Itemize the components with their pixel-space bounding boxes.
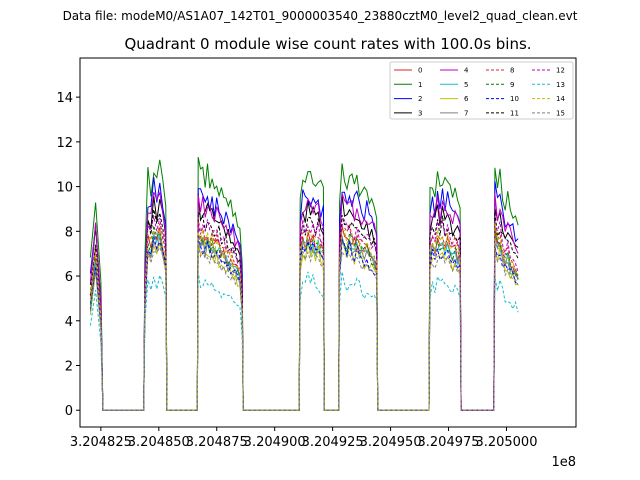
legend-label-9: 9 bbox=[510, 81, 514, 89]
y-tick-label: 8 bbox=[65, 225, 73, 240]
series-line-2 bbox=[89, 177, 519, 411]
legend-label-11: 11 bbox=[510, 109, 519, 117]
x-tick-label: 3.204850 bbox=[128, 435, 190, 450]
y-tick-label: 0 bbox=[65, 404, 73, 419]
legend-label-3: 3 bbox=[418, 109, 422, 117]
axes-layer: 024681012143.2048253.2048503.2048753.204… bbox=[56, 91, 537, 450]
legend-label-15: 15 bbox=[556, 109, 565, 117]
legend-label-1: 1 bbox=[418, 81, 422, 89]
x-tick-label: 3.204900 bbox=[244, 435, 306, 450]
x-offset-label: 1e8 bbox=[551, 455, 576, 470]
plot-area-frame bbox=[79, 57, 577, 428]
y-tick-label: 14 bbox=[56, 91, 73, 106]
legend-label-14: 14 bbox=[556, 95, 565, 103]
legend-label-2: 2 bbox=[418, 95, 422, 103]
series-line-12 bbox=[89, 216, 519, 411]
series-line-10 bbox=[89, 235, 519, 411]
y-tick-label: 6 bbox=[65, 270, 73, 285]
legend-label-8: 8 bbox=[510, 67, 514, 75]
legend-label-0: 0 bbox=[418, 67, 422, 75]
x-tick-label: 3.204825 bbox=[70, 435, 132, 450]
series-line-8 bbox=[89, 218, 519, 411]
x-tick-label: 3.204950 bbox=[360, 435, 422, 450]
legend-label-13: 13 bbox=[556, 81, 565, 89]
legend-box bbox=[389, 61, 574, 120]
y-tick-label: 2 bbox=[65, 360, 73, 375]
y-tick-label: 12 bbox=[56, 136, 73, 151]
legend-label-10: 10 bbox=[510, 95, 519, 103]
x-tick-label: 3.205000 bbox=[475, 435, 537, 450]
legend-label-6: 6 bbox=[464, 95, 469, 103]
series-layer bbox=[89, 157, 519, 411]
series-line-13 bbox=[89, 271, 519, 411]
series-line-4 bbox=[89, 190, 519, 411]
file-suptitle: Data file: modeM0/AS1A07_142T01_90000035… bbox=[63, 9, 578, 23]
series-line-14 bbox=[89, 222, 519, 411]
legend-label-12: 12 bbox=[556, 67, 565, 75]
legend-label-5: 5 bbox=[464, 81, 468, 89]
x-tick-label: 3.204875 bbox=[186, 435, 248, 450]
chart-title: Quadrant 0 module wise count rates with … bbox=[124, 35, 531, 53]
legend-label-4: 4 bbox=[464, 67, 469, 75]
y-tick-label: 4 bbox=[65, 315, 73, 330]
y-tick-label: 10 bbox=[56, 181, 73, 196]
x-tick-label: 3.204925 bbox=[302, 435, 364, 450]
legend-label-7: 7 bbox=[464, 109, 468, 117]
series-line-11 bbox=[89, 209, 519, 411]
series-line-6 bbox=[89, 237, 519, 411]
x-tick-label: 3.204975 bbox=[418, 435, 480, 450]
series-line-1 bbox=[89, 157, 519, 411]
series-line-9 bbox=[89, 225, 519, 411]
